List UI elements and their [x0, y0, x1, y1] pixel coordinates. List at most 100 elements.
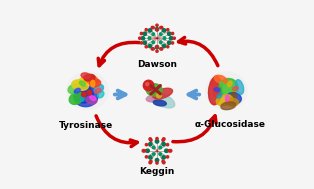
Circle shape	[173, 37, 176, 39]
Circle shape	[140, 32, 143, 35]
Text: α-Glucosidase: α-Glucosidase	[195, 120, 266, 129]
Circle shape	[160, 41, 162, 44]
Circle shape	[152, 33, 154, 36]
Circle shape	[142, 149, 145, 152]
Circle shape	[167, 29, 169, 31]
Circle shape	[167, 32, 171, 35]
Circle shape	[171, 32, 174, 35]
Circle shape	[162, 139, 164, 141]
Circle shape	[160, 48, 162, 50]
Circle shape	[167, 46, 169, 48]
Circle shape	[165, 149, 168, 153]
Circle shape	[152, 146, 155, 149]
Circle shape	[140, 42, 143, 44]
Circle shape	[163, 37, 166, 40]
Circle shape	[156, 93, 161, 98]
Ellipse shape	[214, 88, 220, 91]
Circle shape	[160, 26, 163, 29]
Circle shape	[82, 92, 86, 97]
Circle shape	[149, 156, 152, 159]
Ellipse shape	[217, 93, 222, 98]
Circle shape	[150, 139, 152, 141]
Ellipse shape	[67, 72, 108, 109]
Circle shape	[162, 44, 166, 48]
Ellipse shape	[80, 95, 84, 101]
Ellipse shape	[81, 73, 90, 79]
Circle shape	[156, 29, 158, 31]
Circle shape	[148, 37, 151, 40]
Circle shape	[148, 44, 152, 48]
Circle shape	[146, 149, 149, 153]
Ellipse shape	[69, 92, 84, 104]
Circle shape	[145, 46, 147, 48]
Circle shape	[87, 90, 92, 95]
Ellipse shape	[228, 81, 232, 87]
Circle shape	[149, 161, 152, 164]
Circle shape	[168, 150, 170, 152]
Circle shape	[143, 41, 147, 44]
Ellipse shape	[73, 86, 98, 107]
Circle shape	[156, 24, 158, 26]
Ellipse shape	[89, 79, 101, 87]
Ellipse shape	[226, 93, 241, 104]
Circle shape	[138, 37, 141, 39]
Circle shape	[152, 153, 155, 155]
Ellipse shape	[146, 94, 162, 102]
Ellipse shape	[214, 75, 227, 84]
Circle shape	[144, 150, 146, 152]
Circle shape	[151, 48, 154, 50]
Circle shape	[159, 146, 162, 149]
Circle shape	[166, 144, 169, 146]
Circle shape	[155, 46, 159, 49]
Ellipse shape	[153, 88, 172, 99]
Text: Tyrosinase: Tyrosinase	[59, 121, 113, 130]
Ellipse shape	[146, 84, 162, 96]
Ellipse shape	[236, 80, 244, 94]
Text: Dawson: Dawson	[137, 60, 177, 69]
Ellipse shape	[221, 102, 236, 110]
Circle shape	[156, 137, 158, 140]
Ellipse shape	[90, 96, 96, 101]
Circle shape	[160, 26, 162, 29]
Circle shape	[149, 143, 152, 146]
Circle shape	[146, 83, 149, 86]
Circle shape	[169, 149, 172, 152]
Circle shape	[145, 144, 148, 146]
Circle shape	[162, 138, 165, 140]
Circle shape	[162, 143, 165, 146]
Circle shape	[169, 36, 173, 40]
Ellipse shape	[78, 77, 90, 85]
Ellipse shape	[72, 80, 89, 90]
Ellipse shape	[95, 88, 101, 93]
Circle shape	[149, 138, 152, 140]
Circle shape	[160, 33, 162, 36]
Ellipse shape	[74, 88, 80, 93]
Ellipse shape	[219, 78, 238, 95]
Ellipse shape	[219, 81, 224, 87]
Circle shape	[162, 156, 165, 159]
Ellipse shape	[223, 82, 238, 95]
Circle shape	[167, 41, 171, 44]
Circle shape	[156, 162, 158, 164]
Ellipse shape	[84, 74, 95, 81]
Ellipse shape	[232, 87, 238, 91]
Circle shape	[166, 156, 169, 158]
Circle shape	[152, 26, 154, 29]
Ellipse shape	[216, 95, 233, 106]
Circle shape	[151, 26, 154, 29]
Circle shape	[156, 50, 158, 52]
Circle shape	[145, 156, 148, 158]
Ellipse shape	[153, 100, 166, 106]
Circle shape	[145, 29, 147, 31]
Circle shape	[171, 42, 174, 44]
Ellipse shape	[86, 96, 97, 104]
Circle shape	[155, 158, 159, 162]
Ellipse shape	[84, 75, 99, 84]
Text: Keggin: Keggin	[139, 167, 175, 176]
Ellipse shape	[91, 80, 95, 87]
Circle shape	[159, 153, 162, 155]
Circle shape	[143, 32, 147, 35]
Circle shape	[162, 161, 165, 164]
Circle shape	[143, 80, 154, 91]
Circle shape	[162, 160, 164, 163]
